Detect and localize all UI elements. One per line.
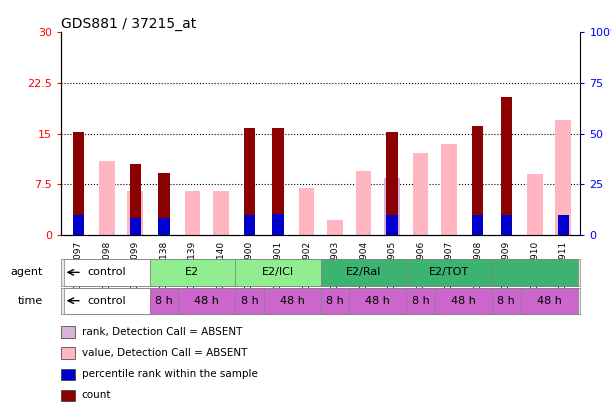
Text: agent: agent [10, 267, 43, 277]
Text: rank, Detection Call = ABSENT: rank, Detection Call = ABSENT [82, 327, 242, 337]
Text: 48 h: 48 h [365, 296, 390, 306]
Bar [327, 220, 343, 235]
Text: 48 h: 48 h [194, 296, 219, 306]
Bar [521, 288, 577, 314]
Text: E2/ICI: E2/ICI [262, 267, 294, 277]
Text: E2/TOT: E2/TOT [429, 267, 469, 277]
Bar [235, 288, 264, 314]
Bar [235, 259, 321, 286]
Bar [321, 259, 406, 286]
Bar [356, 171, 371, 235]
Bar [441, 177, 457, 235]
Bar [492, 288, 521, 314]
Bar [406, 259, 492, 286]
Text: 8 h: 8 h [241, 296, 258, 306]
Bar [555, 120, 571, 235]
Bar [386, 215, 398, 235]
Bar [244, 128, 255, 235]
Bar [130, 164, 141, 235]
Bar [178, 288, 235, 314]
Text: control: control [87, 296, 126, 306]
Bar [384, 177, 400, 235]
Text: E2/Ral: E2/Ral [346, 267, 381, 277]
Bar [158, 173, 169, 235]
Bar [64, 288, 150, 314]
Text: value, Detection Call = ABSENT: value, Detection Call = ABSENT [82, 348, 247, 358]
Bar [213, 191, 229, 235]
Bar [244, 215, 255, 235]
Bar [273, 128, 284, 235]
Text: percentile rank within the sample: percentile rank within the sample [82, 369, 258, 379]
Text: 8 h: 8 h [497, 296, 515, 306]
Text: E2: E2 [185, 267, 199, 277]
Text: 8 h: 8 h [155, 296, 173, 306]
Text: GDS881 / 37215_at: GDS881 / 37215_at [61, 17, 196, 31]
Bar [273, 214, 284, 235]
Bar [472, 126, 483, 235]
Bar [321, 288, 349, 314]
Bar [441, 144, 457, 235]
Bar [264, 288, 321, 314]
Bar [558, 215, 569, 235]
Bar [158, 218, 169, 235]
Bar [185, 191, 200, 235]
Bar [299, 188, 314, 235]
Bar [64, 259, 150, 286]
Bar [386, 132, 398, 235]
Bar [99, 177, 115, 235]
Bar [299, 188, 314, 235]
Bar [500, 215, 512, 235]
Bar [128, 191, 143, 235]
Bar [150, 259, 235, 286]
Bar [150, 288, 178, 314]
Bar [472, 215, 483, 235]
Bar [349, 288, 406, 314]
Bar [527, 174, 543, 235]
Text: count: count [82, 390, 111, 400]
Text: 48 h: 48 h [451, 296, 476, 306]
Bar [73, 215, 84, 235]
Text: 48 h: 48 h [536, 296, 562, 306]
Bar [413, 181, 428, 235]
Text: control: control [87, 267, 126, 277]
Bar [413, 153, 428, 235]
Text: time: time [18, 296, 43, 306]
Bar [213, 191, 229, 235]
Bar [500, 96, 512, 235]
Bar [435, 288, 492, 314]
Text: 8 h: 8 h [412, 296, 430, 306]
Bar [128, 191, 143, 235]
Bar [492, 259, 577, 286]
Bar [406, 288, 435, 314]
Text: 8 h: 8 h [326, 296, 344, 306]
Bar [99, 161, 115, 235]
Bar [73, 132, 84, 235]
Bar [130, 218, 141, 235]
Bar [555, 177, 571, 235]
Text: 48 h: 48 h [280, 296, 305, 306]
